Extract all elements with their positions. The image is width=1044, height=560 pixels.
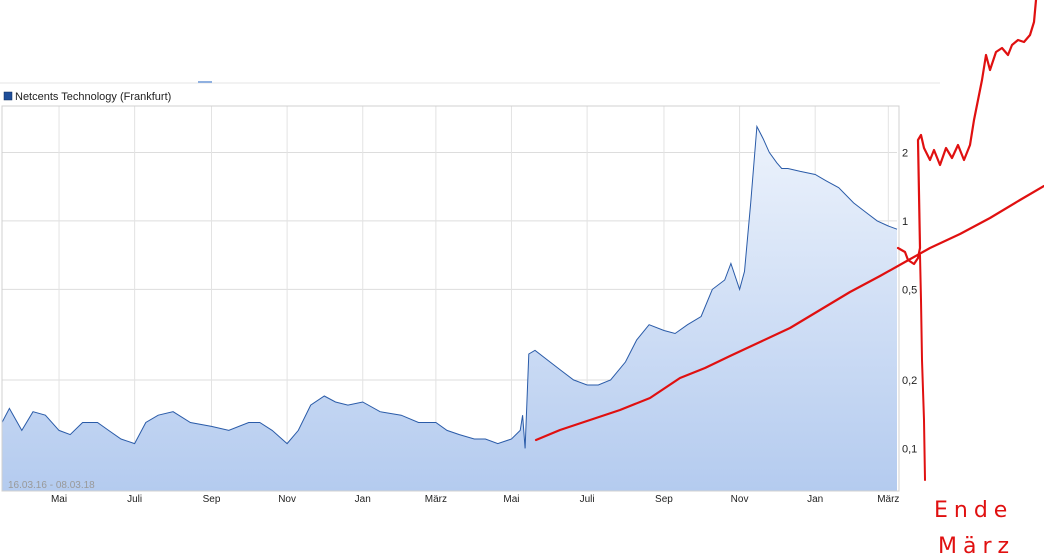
x-tick-label: Nov (731, 494, 749, 505)
legend: Netcents Technology (Frankfurt) (3, 91, 171, 103)
x-tick-label: Sep (655, 494, 673, 505)
x-tick-label: Nov (278, 494, 296, 505)
y-tick-label: 1 (902, 216, 908, 228)
hand-annotation: Ende März (534, 0, 1044, 559)
y-tick-label: 0,5 (902, 284, 917, 296)
x-tick-label: März (425, 494, 447, 505)
header-tab-marker (198, 81, 212, 83)
annotation-line1: Ende (934, 498, 1013, 523)
x-tick-label: Sep (203, 494, 221, 505)
price-line (1, 124, 898, 449)
vertical-marker-drawn (919, 254, 926, 481)
x-tick-label: Jan (355, 494, 371, 505)
legend-label: Netcents Technology (Frankfurt) (15, 91, 171, 103)
y-tick-label: 2 (902, 147, 908, 159)
x-tick-label: Juli (127, 494, 142, 505)
trend-line-drawn (534, 184, 1044, 442)
annotation-line2: März (938, 534, 1015, 559)
y-axis: 2 1 0,5 0,2 0,1 (902, 147, 917, 455)
projection-line-drawn (896, 0, 1038, 266)
x-tick-label: Mai (51, 494, 67, 505)
x-tick-label: Jan (807, 494, 823, 505)
x-tick-label: Juli (580, 494, 595, 505)
y-tick-label: 0,2 (902, 375, 917, 387)
x-tick-label: März (877, 494, 899, 505)
x-axis: Mai Juli Sep Nov Jan März Mai Juli Sep Nov Jan März (51, 494, 899, 505)
x-tick-label: Mai (503, 494, 519, 505)
date-range-label: 16.03.16 - 08.03.18 (8, 480, 95, 491)
price-area (2, 126, 897, 491)
plot-border (1, 105, 900, 492)
legend-swatch (3, 91, 13, 101)
y-tick-label: 0,1 (902, 443, 917, 455)
